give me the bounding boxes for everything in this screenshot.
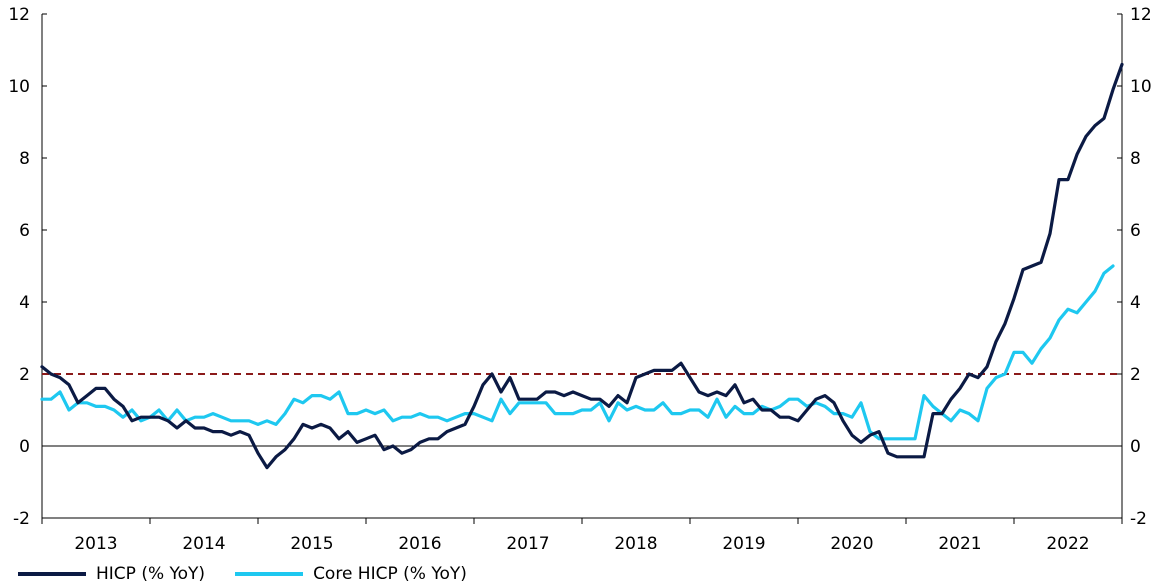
x-tick-label: 2015 [290, 534, 333, 554]
x-tick-label: 2019 [722, 534, 765, 554]
series-lines [40, 62, 1124, 470]
left-y-tick-label: -2 [13, 509, 30, 529]
right-y-tick-label: 10 [1130, 77, 1152, 97]
left-y-tick-label: 12 [8, 5, 30, 25]
left-y-tick-label: 10 [8, 77, 30, 97]
chart-axes [41, 13, 1123, 524]
right-y-tick-label: 6 [1130, 221, 1141, 241]
legend-item-hicp: HICP (% YoY) [18, 564, 205, 584]
x-tick-label: 2021 [938, 534, 981, 554]
left-y-tick-label: 0 [19, 437, 30, 457]
left-y-tick-label: 6 [19, 221, 30, 241]
tick-labels: -2 -2 0 0 2 2 4 4 6 6 8 8 10 10 12 12 2013 2014 2015 2016 20… [8, 5, 1151, 554]
x-tick-label: 2014 [182, 534, 225, 554]
right-y-tick-label: 0 [1130, 437, 1141, 457]
x-tick-label: 2013 [74, 534, 117, 554]
x-tick-label: 2016 [398, 534, 441, 554]
right-y-tick-label: 8 [1130, 149, 1141, 169]
right-y-tick-label: 4 [1130, 293, 1141, 313]
legend-swatch-core-hicp [235, 572, 304, 576]
x-tick-label: 2022 [1046, 534, 1089, 554]
right-y-tick-label: 12 [1130, 5, 1152, 25]
left-y-tick-label: 4 [19, 293, 30, 313]
legend-swatch-hicp [18, 572, 86, 576]
reference-lines [42, 373, 1122, 447]
legend: HICP (% YoY) Core HICP (% YoY) [18, 562, 467, 586]
left-y-tick-label: 2 [19, 365, 30, 385]
legend-item-core-hicp: Core HICP (% YoY) [235, 564, 467, 584]
x-tick-label: 2017 [506, 534, 549, 554]
left-y-tick-label: 8 [19, 149, 30, 169]
series-line-hicp [40, 62, 1124, 470]
series-line-core-hicp [40, 264, 1115, 441]
right-y-tick-label: -2 [1130, 509, 1147, 529]
x-tick-label: 2020 [830, 534, 873, 554]
right-y-tick-label: 2 [1130, 365, 1141, 385]
x-tick-label: 2018 [614, 534, 657, 554]
legend-label-hicp: HICP (% YoY) [96, 564, 206, 584]
legend-label-core-hicp: Core HICP (% YoY) [313, 564, 467, 584]
